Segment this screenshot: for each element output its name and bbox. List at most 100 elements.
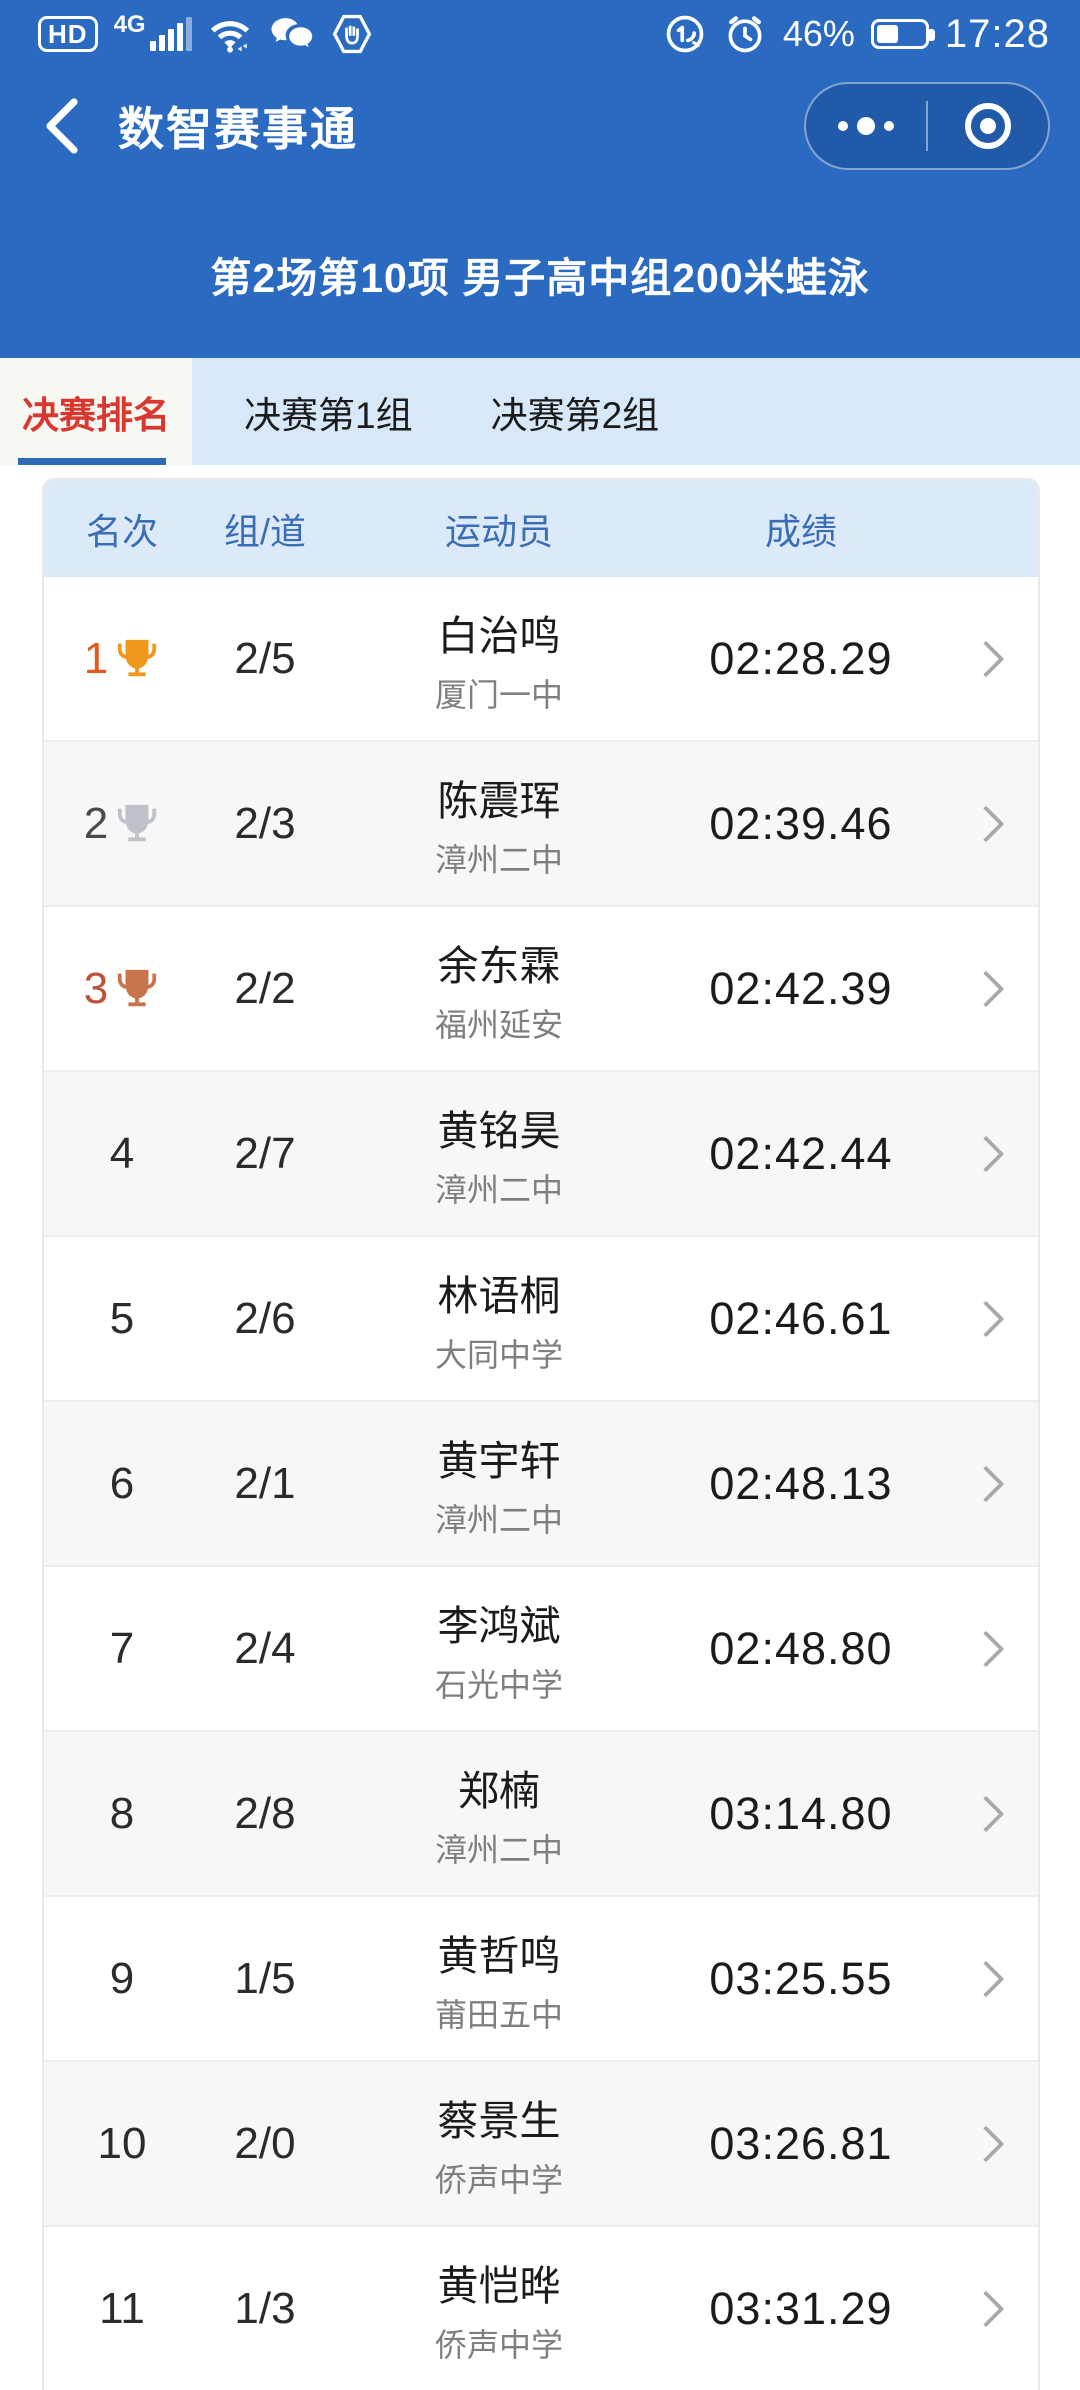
active-tab-underline (18, 458, 166, 465)
table-body: 1 2/5 白治鸣 厦门一中 02:28.29 2 2/3 (44, 577, 1038, 2390)
table-row[interactable]: 10 2/0 蔡景生 侨声中学 03:26.81 (44, 2060, 1038, 2225)
athlete-cell: 蔡景生 侨声中学 (330, 2087, 668, 2201)
rank-cell: 9 (44, 1954, 200, 2004)
battery-icon (870, 19, 935, 49)
tab-final-ranking[interactable]: 决赛排名 (0, 358, 192, 465)
row-chevron (934, 805, 1038, 842)
table-row[interactable]: 1 2/5 白治鸣 厦门一中 02:28.29 (44, 577, 1038, 740)
rank-cell: 11 (44, 2284, 200, 2334)
rank-number: 6 (109, 1458, 135, 1508)
result-time: 02:48.13 (709, 1457, 893, 1509)
athlete-cell: 黄宇轩 漳州二中 (330, 1427, 668, 1541)
signal-bars-icon (149, 17, 192, 51)
rank-number: 9 (109, 1953, 135, 2003)
tab-label: 决赛第1组 (244, 394, 413, 436)
trophy-icon (114, 966, 160, 1012)
athlete-school: 大同中学 (434, 1336, 563, 1373)
table-row[interactable]: 9 1/5 黄哲鸣 莆田五中 03:25.55 (44, 1895, 1038, 2060)
result-time: 03:26.81 (709, 2117, 893, 2169)
athlete-school: 漳州二中 (434, 1171, 563, 1208)
battery-percent-label: 46% (782, 13, 855, 54)
table-row[interactable]: 8 2/8 郑楠 漳州二中 03:14.80 (44, 1730, 1038, 1895)
athlete-name: 林语桐 (437, 1272, 561, 1319)
result-time: 02:48.80 (709, 1622, 893, 1674)
row-chevron (934, 1300, 1038, 1337)
nav-bar: 数智赛事通 (0, 62, 1080, 190)
lane-cell: 2/6 (234, 1293, 296, 1343)
athlete-school: 石光中学 (434, 1666, 563, 1703)
header-athlete: 运动员 (444, 510, 553, 552)
athlete-name: 陈震珲 (437, 777, 561, 824)
table-row[interactable]: 4 2/7 黄铭昊 漳州二中 02:42.44 (44, 1070, 1038, 1235)
hd-badge: HD (38, 15, 98, 53)
results-table: 名次 组/道 运动员 成绩 1 2/5 白治鸣 厦门一中 02:28.29 (42, 478, 1040, 2390)
chevron-right-icon (967, 1630, 1005, 1667)
table-row[interactable]: 6 2/1 黄宇轩 漳州二中 02:48.13 (44, 1400, 1038, 1565)
athlete-cell: 黄恺晔 侨声中学 (330, 2252, 668, 2366)
table-row[interactable]: 7 2/4 李鸿斌 石光中学 02:48.80 (44, 1565, 1038, 1730)
capsule-divider (926, 101, 928, 151)
rank-number: 10 (97, 2118, 147, 2168)
athlete-cell: 白治鸣 厦门一中 (330, 602, 668, 716)
rank-number: 11 (99, 2283, 145, 2333)
close-miniprogram-button[interactable] (928, 84, 1048, 168)
lane-cell: 2/8 (234, 1788, 296, 1838)
result-time: 02:42.44 (709, 1127, 893, 1179)
rank-cell: 4 (44, 1129, 200, 1179)
tab-bar: 决赛排名 决赛第1组 决赛第2组 (0, 358, 1080, 465)
row-chevron (934, 1795, 1038, 1832)
tab-final-group-1[interactable]: 决赛第1组 (218, 358, 439, 465)
lane-cell: 2/4 (234, 1623, 296, 1673)
athlete-school: 莆田五中 (434, 1996, 563, 2033)
lane-cell: 2/2 (234, 963, 296, 1013)
back-chevron-icon (46, 98, 78, 154)
wechat-icon (268, 14, 314, 54)
athlete-cell: 林语桐 大同中学 (330, 1262, 668, 1376)
page-title: 数智赛事通 (118, 103, 358, 155)
rank-cell: 7 (44, 1624, 200, 1674)
result-time: 03:31.29 (709, 2282, 893, 2334)
rank-number: 2 (83, 798, 109, 848)
row-chevron (934, 1960, 1038, 1997)
result-time: 02:42.39 (709, 962, 893, 1014)
result-time: 03:25.55 (709, 1952, 893, 2004)
table-row[interactable]: 11 1/3 黄恺晔 侨声中学 03:31.29 (44, 2225, 1038, 2390)
header-result: 成绩 (764, 510, 837, 552)
athlete-name: 黄宇轩 (437, 1437, 561, 1484)
network-type-label: 4G (113, 11, 146, 38)
chevron-right-icon (967, 1135, 1005, 1172)
rank-cell: 5 (44, 1294, 200, 1344)
athlete-cell: 黄哲鸣 莆田五中 (330, 1922, 668, 2036)
status-bar: HD 4G (0, 0, 1080, 62)
rank-number: 3 (83, 963, 109, 1013)
lane-cell: 2/7 (234, 1128, 296, 1178)
lane-cell: 2/0 (234, 2118, 296, 2168)
athlete-cell: 郑楠 漳州二中 (330, 1757, 668, 1871)
athlete-cell: 陈震珲 漳州二中 (330, 767, 668, 881)
three-dots-icon (838, 117, 894, 135)
more-options-button[interactable] (806, 84, 926, 168)
athlete-school: 漳州二中 (434, 841, 563, 878)
lane-cell: 1/3 (234, 2283, 296, 2333)
result-time: 03:14.80 (709, 1787, 893, 1839)
row-chevron (934, 970, 1038, 1007)
alarm-clock-icon (723, 12, 767, 56)
rank-number: 8 (109, 1788, 135, 1838)
rank-cell: 6 (44, 1459, 200, 1509)
rank-cell: 10 (44, 2119, 200, 2169)
table-row[interactable]: 2 2/3 陈震珲 漳州二中 02:39.46 (44, 740, 1038, 905)
row-chevron (934, 1135, 1038, 1172)
lane-cell: 2/5 (234, 633, 296, 683)
result-time: 02:39.46 (709, 797, 893, 849)
tab-label: 决赛排名 (22, 394, 170, 436)
tab-final-group-2[interactable]: 决赛第2组 (465, 358, 686, 465)
rank-number: 7 (109, 1623, 135, 1673)
table-row[interactable]: 5 2/6 林语桐 大同中学 02:46.61 (44, 1235, 1038, 1400)
athlete-name: 白治鸣 (437, 612, 561, 659)
athlete-school: 福州延安 (434, 1006, 563, 1043)
back-button[interactable] (40, 91, 100, 161)
chevron-right-icon (967, 1300, 1005, 1337)
athlete-school: 漳州二中 (434, 1501, 563, 1538)
table-row[interactable]: 3 2/2 余东霖 福州延安 02:42.39 (44, 905, 1038, 1070)
